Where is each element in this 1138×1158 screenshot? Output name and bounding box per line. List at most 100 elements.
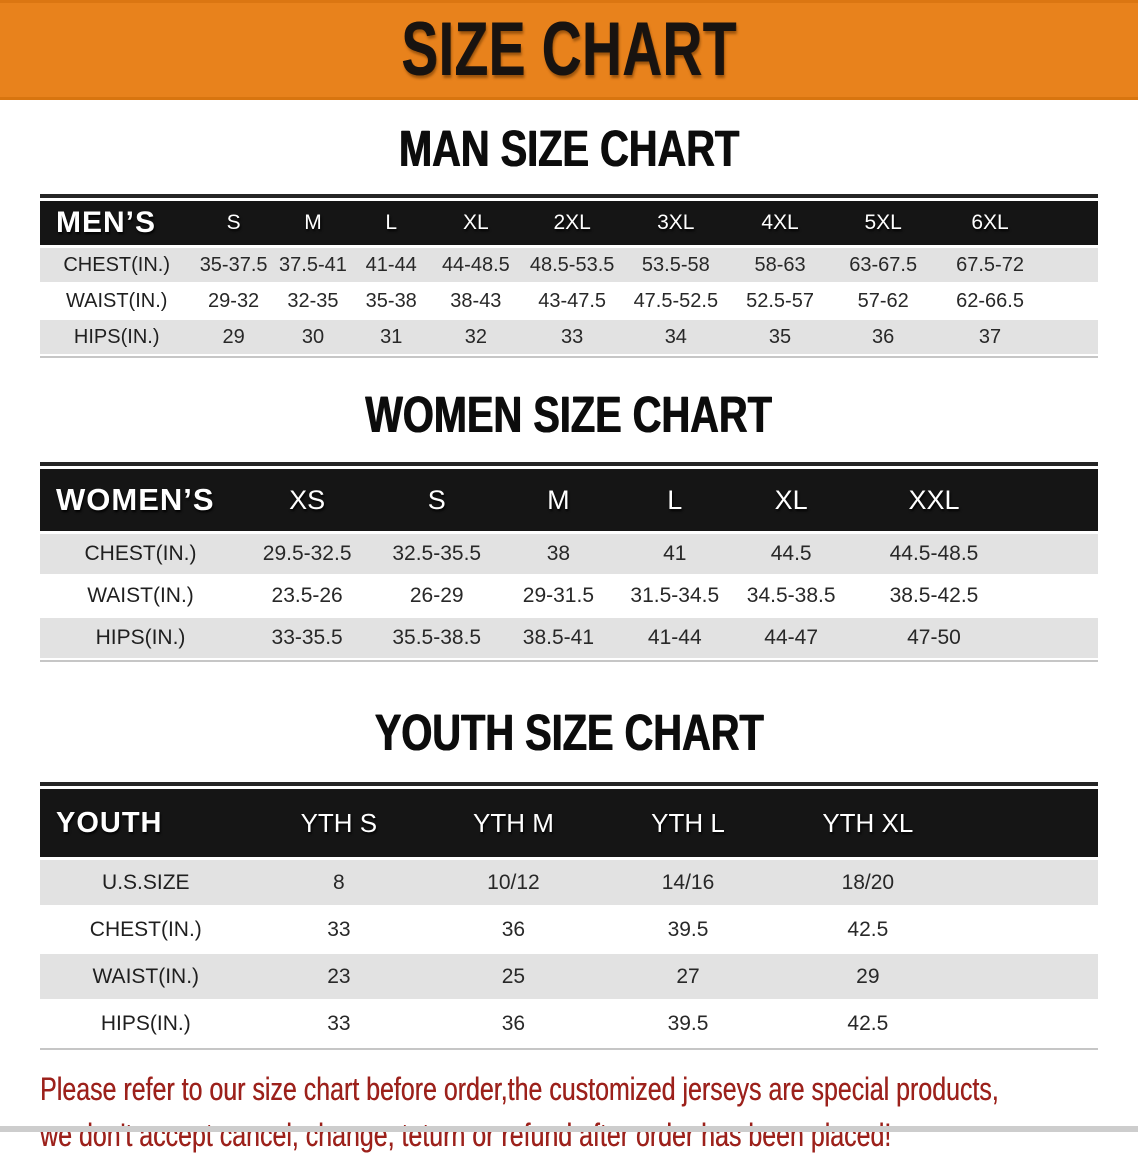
women-table-label: WOMEN’S xyxy=(40,469,242,534)
size-value-cell: 35.5-38.5 xyxy=(373,617,501,660)
size-value-cell: 41-44 xyxy=(616,617,733,660)
size-value-cell: 35-38 xyxy=(352,283,431,320)
row-spacer xyxy=(1045,246,1098,284)
column-header-xs: XS xyxy=(241,469,374,534)
row-spacer xyxy=(960,858,1098,907)
women-hips-row: HIPS(IN.) 33-35.5 35.5-38.5 38.5-41 41-4… xyxy=(40,617,1098,660)
youth-header-row: YOUTH YTH S YTH M YTH L YTH XL xyxy=(40,789,1098,860)
column-header-yth-l: YTH L xyxy=(600,789,776,860)
men-section-heading: MAN SIZE CHART xyxy=(0,123,1138,174)
size-value-cell: 29 xyxy=(775,953,961,1001)
column-header-xl: XL xyxy=(430,201,522,248)
size-value-cell: 31.5-34.5 xyxy=(616,575,733,618)
size-value-cell: 39.5 xyxy=(600,906,776,954)
row-label: HIPS(IN.) xyxy=(40,617,242,660)
youth-size-table: YOUTH YTH S YTH M YTH L YTH XL U.S.SIZE … xyxy=(40,789,1098,1048)
header-spacer xyxy=(1018,469,1098,534)
size-value-cell: 35-37.5 xyxy=(193,246,274,284)
youth-section-heading: YOUTH SIZE CHART xyxy=(0,704,1138,761)
size-value-cell: 8 xyxy=(251,858,427,907)
men-hips-row: HIPS(IN.) 29 30 31 32 33 34 35 36 37 xyxy=(40,319,1098,356)
header-spacer xyxy=(1045,201,1098,248)
size-value-cell: 53.5-58 xyxy=(622,246,729,284)
column-header-m: M xyxy=(500,469,617,534)
size-value-cell: 58-63 xyxy=(728,246,832,284)
row-spacer xyxy=(960,953,1098,1001)
youth-chest-row: CHEST(IN.) 33 36 39.5 42.5 xyxy=(40,906,1098,954)
column-header-xxl: XXL xyxy=(849,469,1019,534)
men-chest-row: CHEST(IN.) 35-37.5 37.5-41 41-44 44-48.5… xyxy=(40,246,1098,284)
size-value-cell: 42.5 xyxy=(775,1000,961,1048)
youth-size-table-wrapper: YOUTH YTH S YTH M YTH L YTH XL U.S.SIZE … xyxy=(40,782,1098,1050)
row-spacer xyxy=(1018,617,1098,660)
column-header-yth-s: YTH S xyxy=(251,789,427,860)
women-chest-row: CHEST(IN.) 29.5-32.5 32.5-35.5 38 41 44.… xyxy=(40,532,1098,576)
size-value-cell: 48.5-53.5 xyxy=(521,246,623,284)
row-label: HIPS(IN.) xyxy=(40,319,194,356)
row-spacer xyxy=(1018,532,1098,576)
size-value-cell: 27 xyxy=(600,953,776,1001)
size-value-cell: 44-48.5 xyxy=(430,246,522,284)
size-value-cell: 29-31.5 xyxy=(500,575,617,618)
column-header-6xl: 6XL xyxy=(935,201,1046,248)
size-value-cell: 47.5-52.5 xyxy=(622,283,729,320)
row-label: WAIST(IN.) xyxy=(40,953,252,1001)
size-value-cell: 37 xyxy=(935,319,1046,356)
size-value-cell: 33-35.5 xyxy=(241,617,374,660)
size-value-cell: 37.5-41 xyxy=(273,246,353,284)
row-label: U.S.SIZE xyxy=(40,858,252,907)
column-header-l: L xyxy=(352,201,431,248)
youth-section-heading-text: YOUTH SIZE CHART xyxy=(374,704,764,761)
size-value-cell: 47-50 xyxy=(849,617,1019,660)
size-value-cell: 41 xyxy=(616,532,733,576)
disclaimer-line-2: we don't accept cancel, change, teturn o… xyxy=(40,1117,892,1153)
size-value-cell: 52.5-57 xyxy=(728,283,832,320)
size-value-cell: 57-62 xyxy=(831,283,936,320)
size-value-cell: 34 xyxy=(622,319,729,356)
row-label: HIPS(IN.) xyxy=(40,1000,252,1048)
size-value-cell: 32-35 xyxy=(273,283,353,320)
size-value-cell: 41-44 xyxy=(352,246,431,284)
row-spacer xyxy=(1045,319,1098,356)
row-label: CHEST(IN.) xyxy=(40,532,242,576)
column-header-l: L xyxy=(616,469,733,534)
column-header-yth-xl: YTH XL xyxy=(775,789,961,860)
row-spacer xyxy=(960,906,1098,954)
women-table-header: WOMEN’S XS S M L XL XXL xyxy=(40,469,1098,534)
size-value-cell: 38.5-41 xyxy=(500,617,617,660)
disclaimer-note: Please refer to our size chart before or… xyxy=(40,1066,1098,1158)
size-value-cell: 34.5-38.5 xyxy=(732,575,850,618)
size-value-cell: 39.5 xyxy=(600,1000,776,1048)
women-section-heading-text: WOMEN SIZE CHART xyxy=(365,386,773,443)
women-waist-row: WAIST(IN.) 23.5-26 26-29 29-31.5 31.5-34… xyxy=(40,575,1098,618)
men-size-table: MEN’S S M L XL 2XL 3XL 4XL 5XL 6XL CHEST… xyxy=(40,201,1098,356)
size-value-cell: 32 xyxy=(430,319,522,356)
men-header-row: MEN’S S M L XL 2XL 3XL 4XL 5XL 6XL xyxy=(40,201,1098,248)
men-table-header: MEN’S S M L XL 2XL 3XL 4XL 5XL 6XL xyxy=(40,201,1098,248)
banner-title: SIZE CHART xyxy=(401,7,737,92)
size-value-cell: 14/16 xyxy=(600,858,776,907)
size-value-cell: 30 xyxy=(273,319,353,356)
bottom-edge-strip xyxy=(0,1126,1138,1132)
size-value-cell: 44.5 xyxy=(732,532,850,576)
size-value-cell: 35 xyxy=(728,319,832,356)
column-header-5xl: 5XL xyxy=(831,201,936,248)
size-value-cell: 36 xyxy=(426,906,601,954)
column-header-s: S xyxy=(193,201,274,248)
disclaimer-line-1: Please refer to our size chart before or… xyxy=(40,1071,999,1107)
size-value-cell: 33 xyxy=(251,1000,427,1048)
size-value-cell: 44-47 xyxy=(732,617,850,660)
row-spacer xyxy=(1018,575,1098,618)
size-value-cell: 62-66.5 xyxy=(935,283,1046,320)
row-label: CHEST(IN.) xyxy=(40,906,252,954)
size-value-cell: 29.5-32.5 xyxy=(241,532,374,576)
size-value-cell: 23 xyxy=(251,953,427,1001)
size-value-cell: 23.5-26 xyxy=(241,575,374,618)
size-chart-banner: SIZE CHART xyxy=(0,0,1138,100)
size-value-cell: 42.5 xyxy=(775,906,961,954)
size-value-cell: 38 xyxy=(500,532,617,576)
column-header-m: M xyxy=(273,201,353,248)
size-value-cell: 36 xyxy=(426,1000,601,1048)
men-waist-row: WAIST(IN.) 29-32 32-35 35-38 38-43 43-47… xyxy=(40,283,1098,320)
size-value-cell: 29 xyxy=(193,319,274,356)
